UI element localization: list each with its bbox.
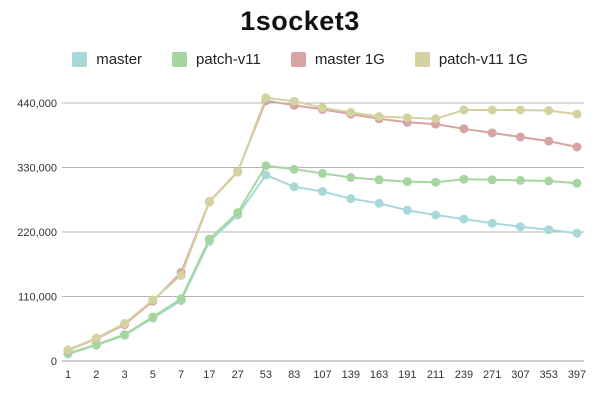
x-tick-label: 139 — [342, 369, 360, 381]
y-tick-label: 220,000 — [17, 227, 57, 239]
x-tick-label: 83 — [288, 369, 300, 381]
series-dot-master — [261, 170, 271, 180]
series-dot-patch-v11 — [374, 175, 384, 185]
series-dot-patch-v11-1G — [572, 109, 582, 119]
legend-label: master 1G — [314, 51, 385, 68]
x-tick-label: 53 — [260, 369, 272, 381]
legend-swatch-icon — [172, 52, 188, 67]
series-dot-patch-v11 — [544, 176, 554, 186]
series-dot-master — [572, 228, 582, 238]
legend: master patch-v11 master 1G patch-v11 1G — [0, 51, 600, 68]
series-dot-patch-v11 — [402, 177, 412, 187]
x-tick-label: 5 — [150, 369, 156, 381]
series-dot-patch-v11-1G — [204, 197, 214, 207]
series-dot-master — [459, 214, 469, 224]
series-dot-patch-v11-1G — [289, 96, 299, 106]
series-dot-master — [515, 222, 525, 232]
series-dot-patch-v11 — [487, 175, 497, 185]
series-dot-patch-v11-1G — [431, 114, 441, 124]
series-dot-patch-v11 — [148, 312, 158, 322]
series-dot-master — [544, 225, 554, 235]
legend-label: master — [96, 51, 143, 68]
series-dot-patch-v11-1G — [261, 93, 271, 103]
series-dot-patch-v11 — [261, 161, 271, 171]
series-dot-patch-v11 — [431, 177, 441, 187]
series-dot-patch-v11 — [346, 173, 356, 182]
x-tick-label: 1 — [65, 369, 71, 381]
series-dot-patch-v11-1G — [402, 113, 412, 123]
series-dot-patch-v11-1G — [346, 107, 356, 117]
legend-item-master: master — [72, 51, 142, 68]
series-dot-patch-v11-1G — [233, 167, 243, 177]
series-dot-patch-v11 — [120, 330, 130, 340]
x-tick-label: 211 — [427, 369, 445, 381]
series-dot-patch-v11 — [459, 174, 469, 184]
series-dot-master — [318, 187, 327, 196]
x-tick-label: 163 — [370, 369, 388, 381]
series-dot-patch-v11 — [233, 208, 243, 218]
legend-swatch-icon — [72, 52, 88, 67]
series-line-master — [67, 174, 578, 355]
y-tick-label: 0 — [51, 356, 57, 368]
x-tick-label: 307 — [511, 369, 529, 381]
x-tick-label: 353 — [540, 369, 558, 381]
series-dot-patch-v11 — [204, 234, 214, 244]
legend-label: patch-v11 1G — [438, 51, 528, 68]
series-dot-patch-v11-1G — [459, 105, 469, 115]
series-dot-patch-v11-1G — [63, 345, 73, 355]
series-dot-patch-v11-1G — [487, 105, 497, 115]
x-tick-label: 107 — [313, 369, 331, 381]
series-dot-master-1G — [459, 124, 469, 134]
x-tick-label: 7 — [178, 369, 184, 381]
series-dot-patch-v11-1G — [120, 319, 130, 328]
series-dot-patch-v11-1G — [544, 106, 554, 116]
series-line-master-1G — [67, 99, 578, 352]
series-dot-patch-v11 — [318, 168, 327, 178]
chart-title: 1socket3 — [240, 6, 360, 36]
series-dot-patch-v11 — [289, 164, 299, 174]
x-tick-label: 17 — [203, 369, 215, 381]
series-dot-patch-v11-1G — [91, 333, 101, 343]
legend-item-patch-v11: patch-v11 — [172, 51, 261, 68]
legend-item-master-1G: master 1G — [290, 51, 385, 68]
legend-label: patch-v11 — [196, 51, 261, 68]
series-dot-patch-v11 — [515, 175, 525, 185]
y-tick-label: 440,000 — [17, 98, 57, 110]
series-dot-master-1G — [487, 128, 497, 138]
series-dot-patch-v11-1G — [374, 112, 384, 121]
series-dot-master — [402, 205, 412, 215]
series-dot-master — [487, 218, 497, 228]
series-dot-patch-v11 — [176, 294, 186, 304]
series-dot-master — [374, 198, 384, 208]
series-dot-patch-v11 — [572, 178, 582, 188]
series-dot-patch-v11-1G — [515, 105, 525, 115]
series-dot-patch-v11-1G — [318, 103, 327, 113]
legend-item-patch-v11-1G: patch-v11 1G — [414, 51, 528, 68]
legend-swatch-icon — [414, 52, 430, 67]
series-dot-patch-v11-1G — [148, 295, 158, 305]
legend-swatch-icon — [290, 52, 306, 67]
series-dot-patch-v11-1G — [176, 270, 186, 280]
series-dot-master-1G — [515, 132, 525, 142]
x-tick-label: 239 — [455, 369, 473, 381]
series-dot-master-1G — [572, 142, 582, 152]
series-dot-master — [431, 210, 441, 220]
y-tick-label: 330,000 — [17, 163, 57, 175]
x-tick-label: 271 — [483, 369, 501, 381]
x-tick-label: 3 — [122, 369, 128, 381]
series-dot-master — [346, 194, 356, 204]
x-tick-label: 191 — [398, 369, 416, 381]
series-dot-master-1G — [544, 136, 554, 146]
x-tick-label: 2 — [93, 369, 99, 381]
x-tick-label: 397 — [568, 369, 586, 381]
series-dot-master — [289, 182, 299, 192]
x-tick-label: 27 — [232, 369, 244, 381]
y-tick-label: 110,000 — [18, 292, 57, 304]
